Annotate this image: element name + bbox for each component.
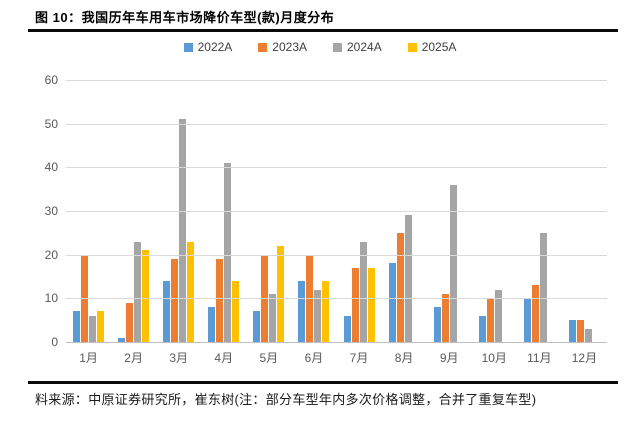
gridline — [66, 123, 607, 125]
bar-2022A-4月 — [208, 307, 216, 342]
legend-label: 2024A — [347, 40, 382, 54]
bar-2025A-1月 — [97, 311, 105, 342]
bar-2025A-5月 — [277, 245, 285, 342]
bar-group-3月 — [156, 80, 201, 342]
legend-swatch-icon — [333, 42, 342, 52]
x-axis-tick-label: 11月 — [527, 351, 552, 365]
gridline — [66, 298, 607, 300]
bar-2022A-2月 — [118, 337, 126, 342]
bar-2024A-9月 — [449, 184, 457, 342]
footer-divider — [28, 381, 618, 384]
legend-swatch-icon — [183, 42, 193, 52]
bar-2022A-9月 — [433, 307, 441, 342]
source-note: 料来源：中原证券研究所，崔东树(注：部分车型年内多次价格调整，合并了重复车型) — [35, 392, 537, 407]
y-axis-tick-label: 60 — [44, 73, 58, 87]
legend-label: 2025A — [421, 40, 457, 54]
gridline — [66, 254, 607, 256]
bar-2024A-6月 — [314, 289, 322, 342]
legend-label: 2023A — [272, 40, 307, 54]
x-axis-tick-label: 4月 — [214, 351, 234, 365]
bar-2024A-12月 — [584, 328, 592, 342]
figure-title: 图 10：我国历年车用车市场降价车型(款)月度分布 — [35, 10, 335, 25]
bar-2025A-7月 — [367, 267, 375, 342]
x-axis-tick-label: 9月 — [439, 351, 459, 365]
bar-2024A-8月 — [404, 215, 412, 342]
gridline — [66, 167, 607, 169]
bar-2024A-2月 — [134, 241, 142, 342]
bar-2022A-3月 — [163, 280, 171, 342]
bar-2023A-7月 — [351, 267, 359, 342]
bars-container — [66, 80, 607, 342]
bar-group-11月 — [517, 80, 562, 342]
bar-2024A-5月 — [269, 293, 277, 342]
bar-2025A-2月 — [142, 250, 150, 342]
plot-area: 0 10 20 30 40 50 60 — [45, 73, 607, 349]
bar-2024A-7月 — [359, 241, 367, 342]
bar-2022A-7月 — [343, 315, 351, 342]
bar-2024A-3月 — [179, 119, 187, 342]
bar-group-10月 — [472, 80, 517, 342]
legend-swatch-icon — [407, 42, 417, 52]
x-axis-tick-label: 6月 — [304, 351, 324, 365]
bar-group-4月 — [201, 80, 246, 342]
bar-2023A-4月 — [216, 259, 224, 342]
gridline — [66, 211, 607, 212]
bar-group-8月 — [382, 80, 427, 342]
legend-item-2022A[interactable]: 2022A — [183, 40, 233, 54]
bar-2022A-1月 — [73, 311, 81, 342]
y-axis-tick-label: 50 — [44, 116, 58, 131]
bar-2023A-3月 — [171, 259, 179, 342]
bar-2025A-3月 — [187, 241, 195, 342]
y-axis-tick-label: 10 — [44, 291, 58, 306]
x-axis-tick-label: 1月 — [79, 351, 98, 365]
x-axis-tick-label: 10月 — [481, 351, 507, 365]
bar-2023A-8月 — [396, 232, 404, 342]
bar-group-2月 — [111, 80, 156, 342]
bar-2023A-2月 — [126, 302, 134, 342]
bar-2022A-11月 — [523, 298, 531, 342]
bar-2023A-11月 — [531, 285, 539, 342]
bar-group-9月 — [427, 80, 472, 342]
bar-2025A-6月 — [322, 280, 330, 342]
x-axis-tick-label: 7月 — [349, 351, 369, 365]
y-axis-tick-label: 40 — [44, 160, 58, 175]
y-axis-tick-label: 20 — [44, 247, 58, 262]
x-axis: 1月 2月 3月 4月 5月 6月 7月 8月 9月 10月 11月 12月 — [66, 349, 607, 366]
bar-2023A-12月 — [576, 320, 584, 342]
y-axis-tick-label: 0 — [51, 335, 58, 349]
bar-2024A-11月 — [539, 232, 547, 342]
legend: 2022A 2023A 2024A 2025A — [0, 40, 640, 54]
x-axis-tick-label: 12月 — [571, 351, 598, 365]
bar-group-12月 — [562, 80, 607, 342]
legend-item-2025A[interactable]: 2025A — [407, 40, 457, 54]
x-axis-tick-label: 5月 — [259, 351, 279, 365]
bar-2022A-12月 — [568, 320, 576, 342]
title-divider — [28, 29, 618, 32]
gridline — [66, 80, 607, 81]
bar-group-7月 — [336, 80, 381, 342]
legend-item-2023A[interactable]: 2023A — [258, 40, 307, 54]
y-axis-tick-label: 30 — [44, 204, 58, 218]
bar-2025A-4月 — [232, 280, 240, 342]
bar-2022A-5月 — [253, 311, 261, 342]
bar-2022A-8月 — [388, 263, 396, 342]
bar-2023A-10月 — [486, 298, 494, 342]
legend-label: 2022A — [197, 40, 233, 54]
legend-item-2024A[interactable]: 2024A — [333, 40, 382, 54]
x-axis-tick-label: 2月 — [124, 351, 143, 365]
bar-2022A-10月 — [478, 315, 486, 342]
legend-swatch-icon — [258, 42, 268, 52]
x-axis-tick-label: 8月 — [394, 351, 414, 365]
bar-2024A-10月 — [494, 289, 502, 342]
bar-2023A-9月 — [441, 293, 449, 342]
bar-2024A-4月 — [224, 162, 232, 342]
bar-2024A-1月 — [89, 315, 97, 342]
bar-2022A-6月 — [298, 280, 306, 342]
x-axis-tick-label: 3月 — [169, 351, 189, 365]
